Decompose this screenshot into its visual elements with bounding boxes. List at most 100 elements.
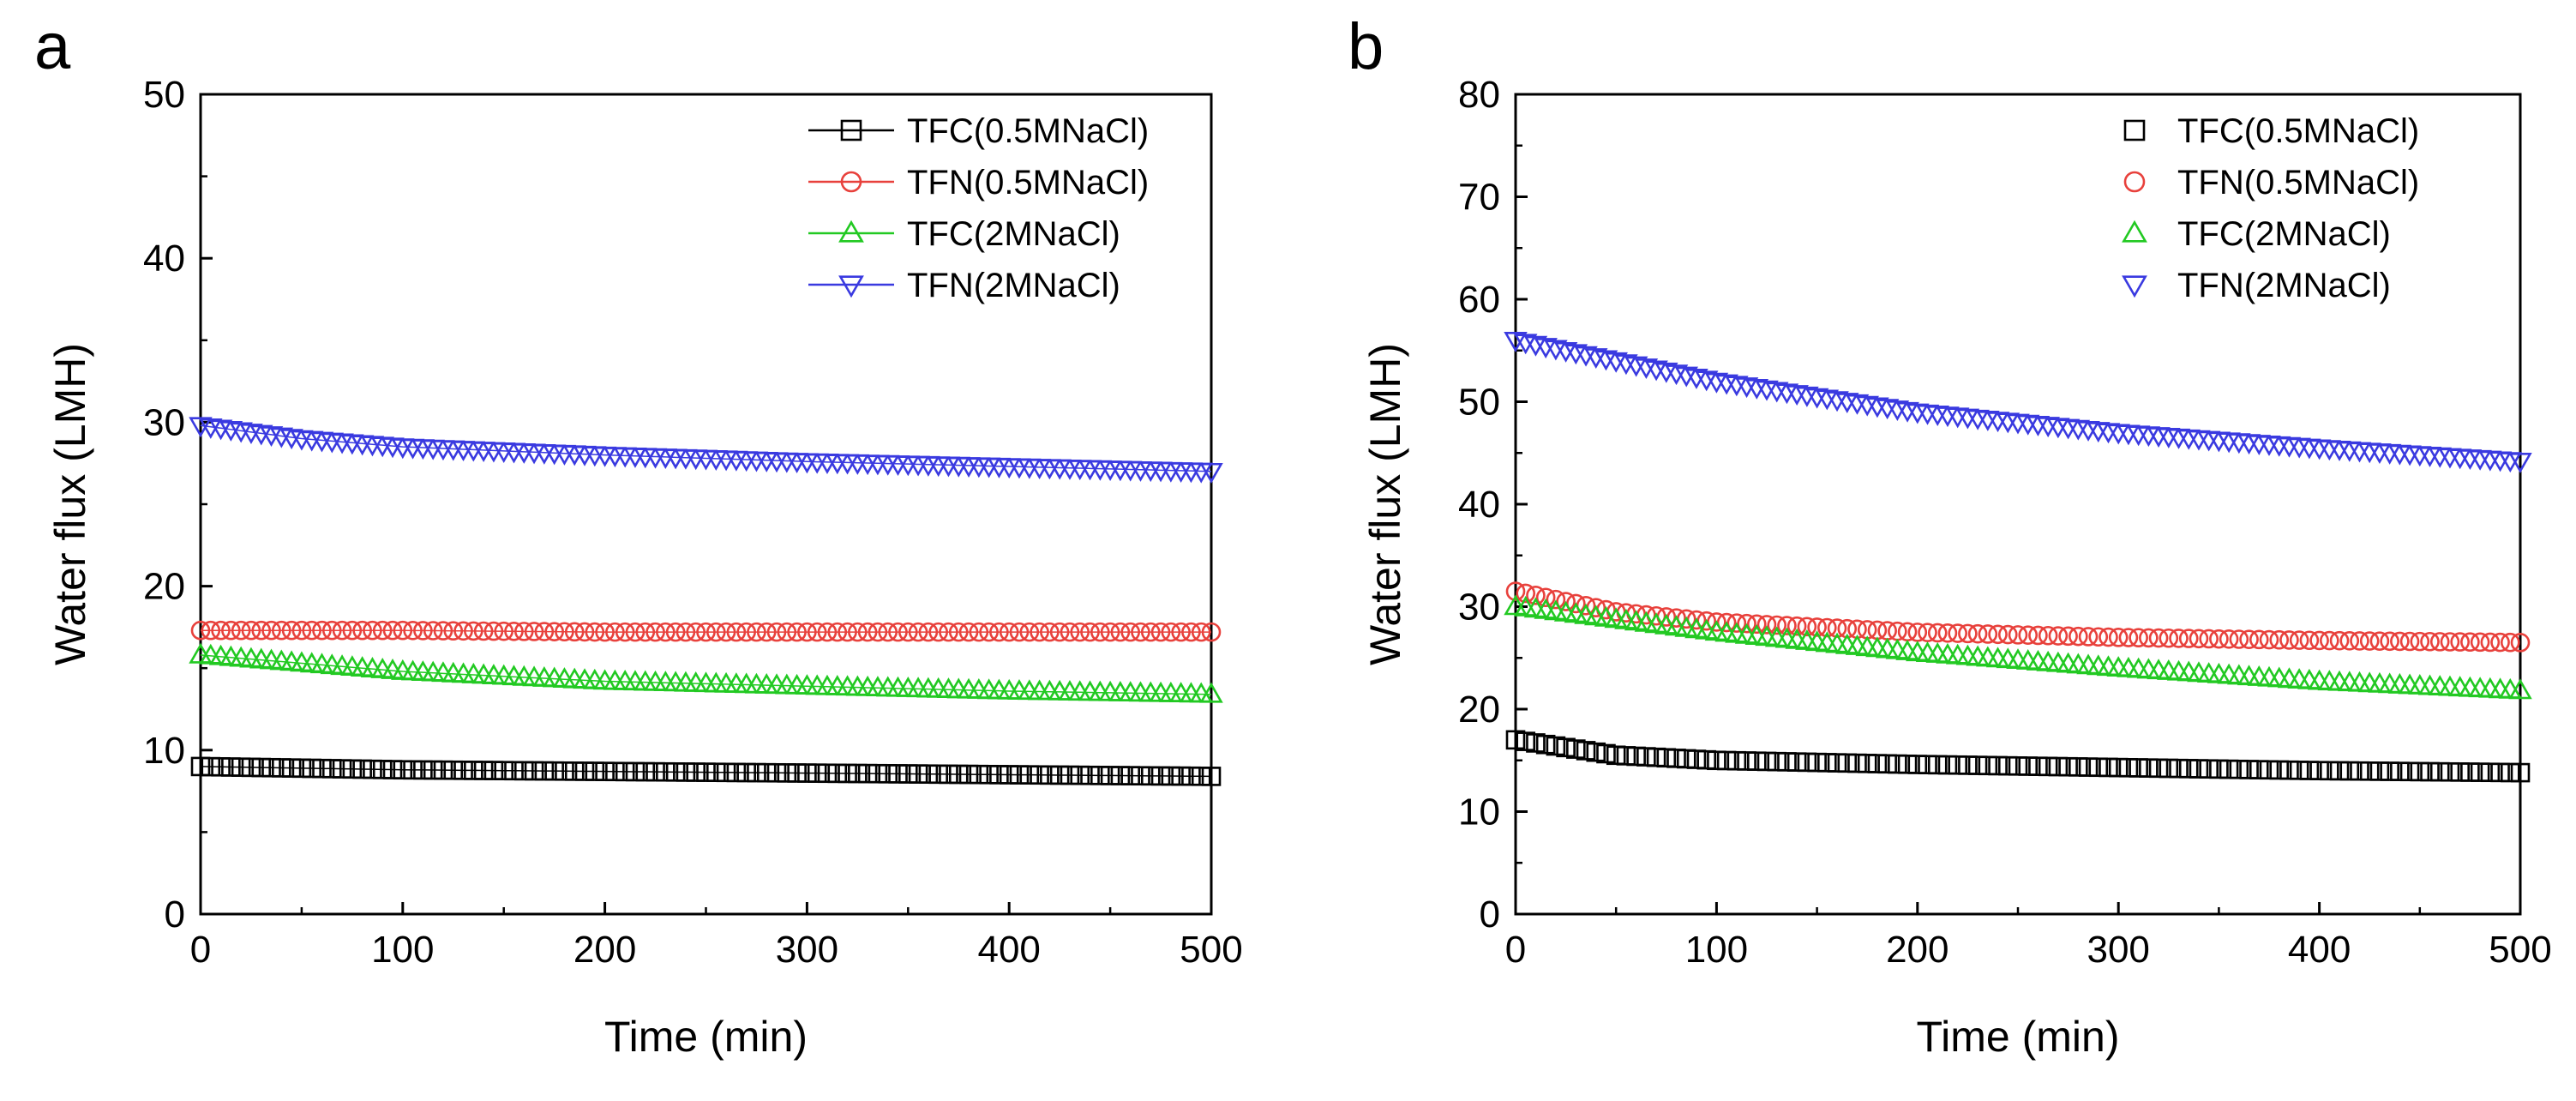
data-point [1128,460,1153,482]
data-point [674,671,698,692]
data-point [2159,628,2179,648]
data-point [615,761,635,782]
data-point [403,760,423,780]
data-point [1918,623,1937,642]
data-point [797,622,817,642]
data-point [2118,628,2139,647]
data-point [544,622,564,641]
data-point [2377,672,2402,694]
data-point [2417,674,2442,695]
data-point [2069,626,2088,647]
data-point [251,620,272,641]
data-point [1179,462,1204,484]
data-point [848,763,868,784]
data-point [815,674,839,695]
data-point [1007,458,1031,479]
data-point [827,622,848,642]
data-point [736,762,756,783]
data-point [433,760,453,780]
data-point [1030,622,1049,642]
data-point [464,621,483,641]
data-point [1857,754,1877,773]
data-point [1616,746,1636,766]
data-point [1967,623,1988,644]
data-point [2460,762,2480,782]
data-point [491,442,516,463]
data-point [211,757,231,777]
data-point [969,764,989,785]
data-point [1138,681,1163,702]
y-tick-label: 0 [165,893,185,936]
data-point [532,443,556,465]
data-point [1179,682,1204,703]
data-point [2048,756,2069,777]
data-point [231,620,251,641]
data-point [1128,681,1153,702]
data-point [573,668,597,689]
data-point [656,761,676,782]
data-point [2229,759,2249,779]
data-point [613,669,637,690]
data-point [2320,630,2339,651]
data-point [1505,581,1526,601]
data-point [1019,765,1040,785]
data-point [281,758,302,778]
data-point [868,763,888,784]
data-point [504,621,524,641]
data-point [1746,614,1767,635]
data-point [1978,755,1998,776]
data-point [704,671,729,693]
data-point [2500,762,2520,783]
data-point [1108,460,1132,482]
data-point [2018,625,2039,645]
data-point [1556,737,1576,758]
data-point [1516,583,1536,604]
data-point [765,673,789,695]
data-point [744,451,769,472]
data-point [807,763,827,783]
legend: TFC(0.5MNaCl) TFN(0.5MNaCl) TFC(2MNaCl) TFN… [2122,112,2419,304]
data-point [623,447,647,468]
data-point [603,447,627,468]
data-point [2440,632,2460,652]
data-point [766,622,787,642]
data-point [393,760,413,780]
data-point [592,669,617,690]
data-point [1120,622,1140,642]
data-point [453,761,473,780]
data-point [906,455,930,477]
data-point [1526,586,1546,605]
data-point [595,622,615,642]
data-point [777,622,797,642]
y-axis-title: Water flux (LMH) [46,343,94,665]
data-point [1656,748,1677,768]
data-point [451,441,476,462]
data-point [898,622,918,642]
data-point [1726,613,1747,633]
legend-marker [2123,171,2146,193]
data-point [815,454,839,474]
data-point [979,764,999,785]
data-point [683,671,708,692]
data-point [1737,613,1756,634]
data-point [302,620,321,641]
data-point [916,677,940,698]
data-point [613,447,637,468]
data-point [403,621,423,641]
data-point [1888,754,1907,774]
data-point [2410,631,2430,652]
data-point [2500,632,2520,653]
data-point [2510,633,2531,653]
data-point [281,620,302,641]
data-point [1168,682,1193,703]
data-point [312,620,332,641]
data-point [501,442,526,464]
data-point [1566,739,1586,759]
data-point [2289,761,2309,780]
data-point [1088,680,1113,701]
data-point [997,458,1021,479]
data-point [856,454,880,476]
data-point [431,440,455,461]
data-point [2058,626,2078,647]
data-point [2178,759,2199,779]
